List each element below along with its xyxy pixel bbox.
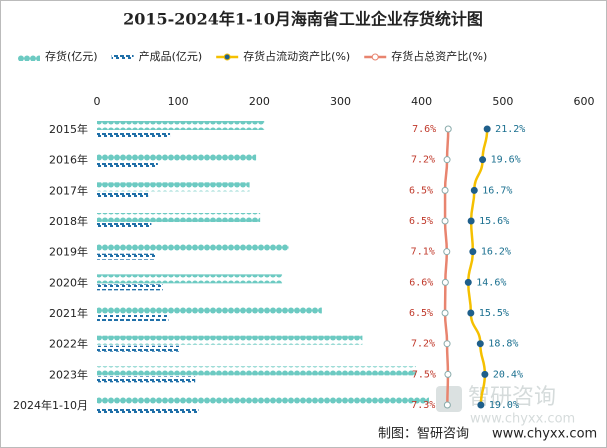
line-marker — [443, 248, 451, 256]
bar — [97, 121, 265, 130]
line-marker — [477, 401, 485, 409]
legend-label: 存货占流动资产比(%) — [243, 49, 350, 63]
data-label: 7.2% — [411, 155, 435, 166]
y-tick-label: 2020年 — [49, 275, 88, 289]
legend-label: 存货(亿元) — [45, 49, 98, 63]
chart-title: 2015-2024年1-10月海南省工业企业存货统计图 — [123, 10, 483, 29]
bar — [97, 315, 169, 322]
bar — [97, 131, 171, 137]
source-url: www.chyxx.com — [492, 427, 597, 442]
data-label: 16.2% — [481, 247, 511, 258]
y-tick-label: 2017年 — [49, 183, 88, 197]
line-marker — [444, 125, 452, 133]
x-tick-label: 0 — [94, 95, 101, 108]
bar — [97, 161, 158, 168]
data-label: 7.1% — [411, 247, 435, 258]
line-marker — [479, 156, 487, 164]
bar — [97, 407, 199, 414]
y-tick-label: 2022年 — [49, 337, 88, 351]
line-marker — [481, 370, 489, 378]
x-tick-label: 300 — [330, 95, 351, 108]
line-marker — [444, 370, 452, 378]
line-marker — [441, 186, 449, 194]
watermark-logo — [436, 386, 462, 412]
bar — [97, 335, 363, 345]
data-label: 7.2% — [411, 339, 435, 350]
data-label: 7.3% — [411, 400, 435, 411]
line-marker — [443, 401, 451, 409]
y-tick-label: 2021年 — [49, 306, 88, 320]
line-marker — [464, 278, 472, 286]
y-tick-label: 2023年 — [49, 367, 88, 381]
x-tick-label: 600 — [574, 95, 595, 108]
y-tick-label: 2015年 — [49, 122, 88, 136]
bar — [97, 151, 257, 161]
bar — [97, 366, 416, 376]
bar — [97, 213, 261, 223]
data-label: 6.5% — [409, 216, 433, 227]
legend-label: 存货占总资产比(%) — [391, 49, 487, 63]
line-marker — [469, 248, 477, 256]
data-label: 14.6% — [476, 277, 506, 288]
data-label: 6.5% — [409, 308, 433, 319]
y-tick-label: 2019年 — [49, 245, 88, 259]
bar — [97, 376, 196, 383]
x-tick-label: 200 — [249, 95, 270, 108]
y-tick-label: 2018年 — [49, 214, 88, 228]
line-marker — [476, 340, 484, 348]
data-label: 19.6% — [491, 155, 521, 166]
line — [443, 128, 450, 406]
legend-marker — [371, 53, 379, 61]
line-marker — [443, 156, 451, 164]
watermark-url: www.chyxx.com — [470, 412, 575, 427]
bar — [97, 223, 152, 230]
legend-swatch — [18, 53, 40, 61]
x-tick-label: 100 — [168, 95, 189, 108]
data-label: 19.0% — [489, 400, 519, 411]
bar — [97, 182, 250, 192]
line-marker — [470, 186, 478, 194]
data-label: 6.5% — [409, 185, 433, 196]
bar — [97, 397, 429, 407]
data-label: 21.2% — [495, 124, 525, 135]
data-label: 7.6% — [412, 124, 436, 135]
y-tick-label: 2024年1-10月 — [13, 398, 88, 412]
x-tick-label: 400 — [411, 95, 432, 108]
x-tick-label: 500 — [492, 95, 513, 108]
data-label: 15.6% — [479, 216, 509, 227]
line — [467, 128, 489, 406]
bar — [97, 192, 149, 199]
source: 制图：智研咨询 — [378, 427, 469, 442]
bar — [97, 305, 322, 315]
bar — [97, 274, 283, 284]
legend-label: 产成品(亿元) — [139, 49, 203, 63]
line-marker — [467, 217, 475, 225]
legend-marker — [223, 53, 231, 61]
line-marker — [467, 309, 475, 317]
line-marker — [483, 125, 491, 133]
bar — [97, 243, 289, 253]
line-marker — [443, 340, 451, 348]
data-label: 15.5% — [479, 308, 509, 319]
bar — [97, 253, 156, 260]
line-marker — [441, 217, 449, 225]
line-marker — [441, 309, 449, 317]
data-label: 18.8% — [488, 339, 518, 350]
data-label: 20.4% — [493, 369, 523, 380]
y-tick-label: 2016年 — [49, 153, 88, 167]
data-label: 6.6% — [409, 277, 433, 288]
bar — [97, 284, 163, 291]
line-marker — [441, 278, 449, 286]
data-label: 16.7% — [482, 185, 512, 196]
legend-swatch — [111, 53, 134, 61]
bar — [97, 345, 180, 352]
data-label: 7.5% — [412, 369, 436, 380]
